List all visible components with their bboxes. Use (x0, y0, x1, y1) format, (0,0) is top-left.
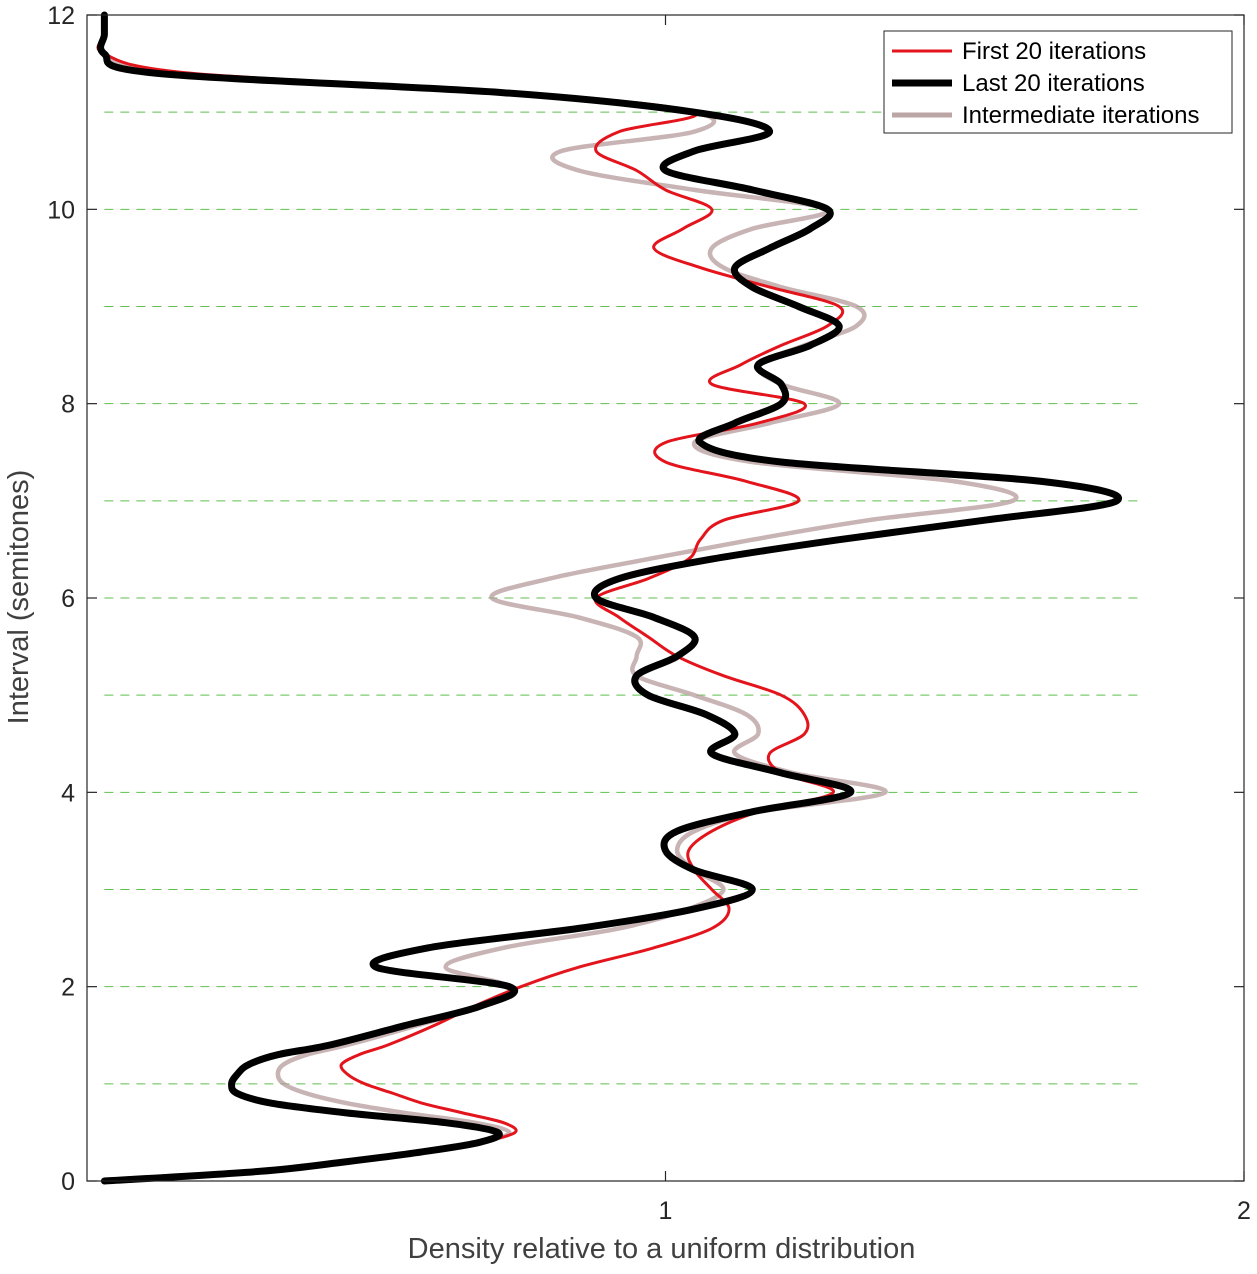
legend: First 20 iterations Last 20 iterations I… (883, 30, 1233, 134)
y-tick-label: 4 (61, 779, 75, 807)
series-layer (96, 11, 1122, 1185)
y-tick-label: 6 (61, 585, 75, 613)
x-tick-label: 1 (659, 1197, 673, 1225)
series-first-20-iterations (96, 13, 845, 1183)
y-tick-label: 10 (47, 196, 75, 224)
series-last-20-iterations (97, 11, 1122, 1185)
legend-label-intermediate: Intermediate iterations (962, 102, 1199, 129)
x-tick-label: 2 (1237, 1197, 1251, 1225)
x-axis-label: Density relative to a uniform distributi… (408, 1233, 916, 1265)
y-axis-label: Interval (semitones) (3, 470, 35, 725)
y-tick-label: 12 (47, 2, 75, 30)
legend-label-last-20: Last 20 iterations (962, 70, 1145, 97)
y-tick-label: 8 (61, 391, 75, 419)
reference-gridlines (104, 111, 1140, 1085)
y-tick-label: 2 (61, 974, 75, 1002)
y-tick-label: 0 (61, 1168, 75, 1196)
legend-label-first-20: First 20 iterations (962, 38, 1146, 65)
